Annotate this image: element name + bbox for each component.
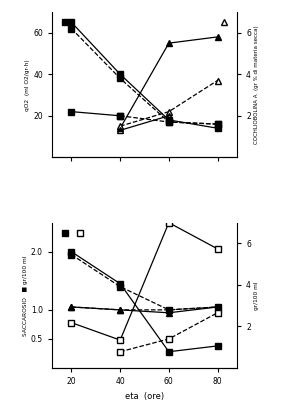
- X-axis label: eta  (ore): eta (ore): [125, 392, 164, 400]
- Y-axis label: SACCAROSIO   ■ gr/100 ml: SACCAROSIO ■ gr/100 ml: [23, 255, 28, 336]
- Y-axis label: COCHLIOBOLINA A  (gr % di materia secca): COCHLIOBOLINA A (gr % di materia secca): [254, 25, 259, 144]
- Y-axis label: qO2  (ml O2/gr·h): qO2 (ml O2/gr·h): [25, 59, 30, 110]
- Y-axis label: gr/100 ml: gr/100 ml: [254, 281, 259, 310]
